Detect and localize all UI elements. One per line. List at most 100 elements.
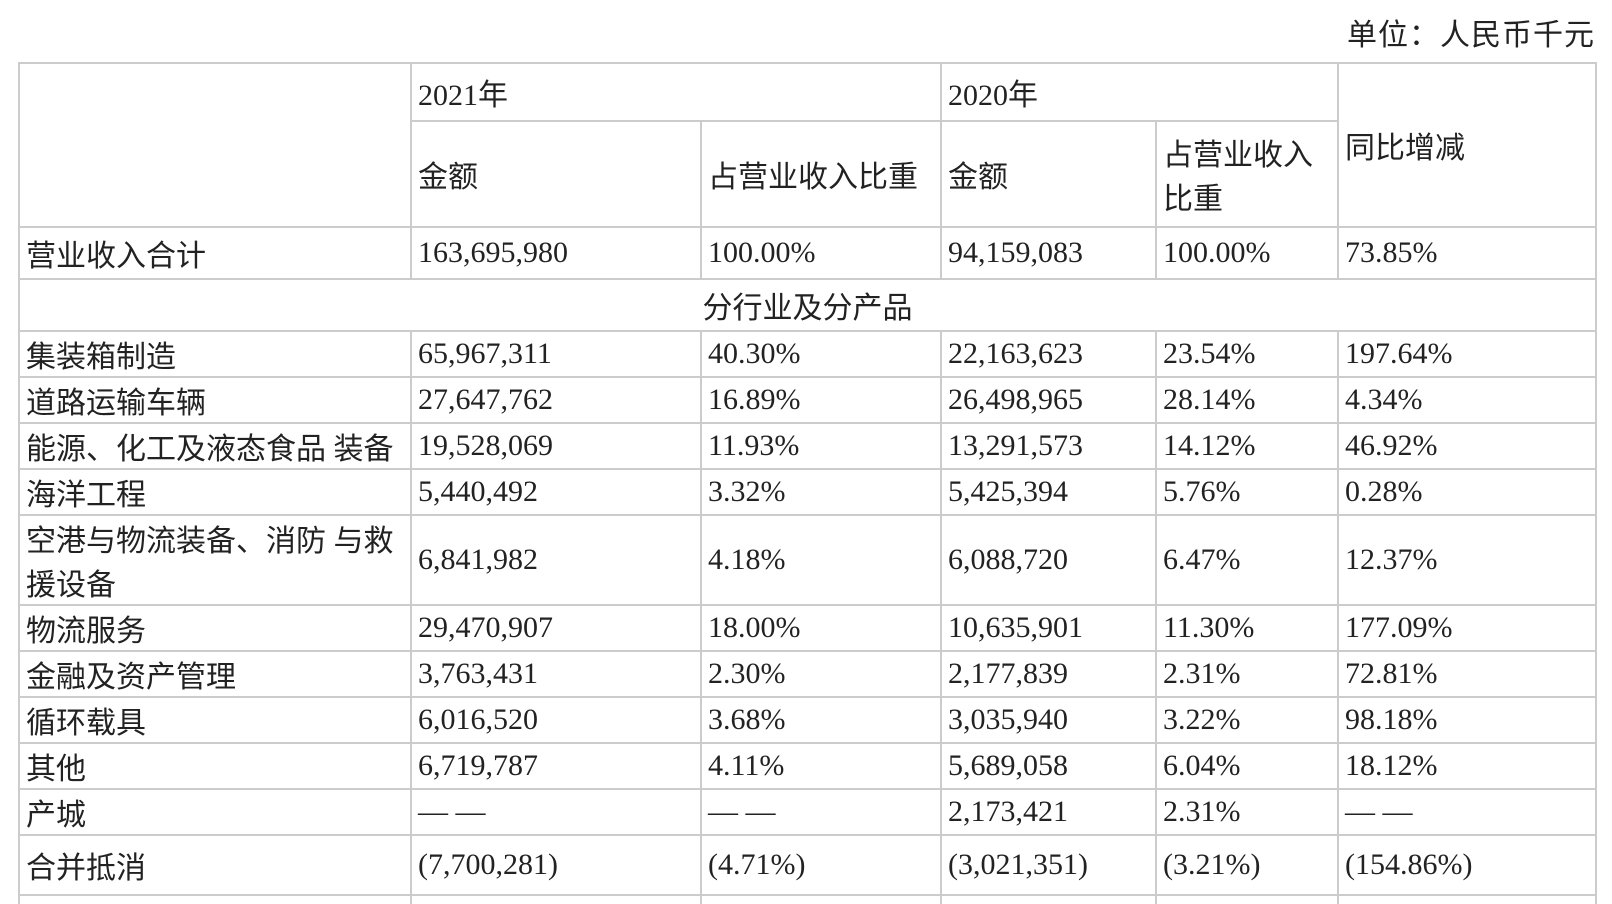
amount-2020: 26,498,965: [940, 376, 1157, 424]
ratio-2020: 23.54%: [1155, 330, 1339, 378]
ratio-2021: 2.30%: [700, 650, 942, 698]
empty-cell: [940, 894, 1157, 904]
industry-label: 其他: [18, 742, 412, 790]
table-row: 道路运输车辆 27,647,762 16.89% 26,498,965 28.1…: [18, 376, 1597, 424]
ratio-2020: (3.21%): [1155, 834, 1339, 896]
table-row: 能源、化工及液态食品 装备 19,528,069 11.93% 13,291,5…: [18, 422, 1597, 470]
yoy-change: 12.37%: [1337, 514, 1597, 606]
amount-2020: 3,035,940: [940, 696, 1157, 744]
empty-cell: [1337, 894, 1597, 904]
amount-2020-header: 金额: [940, 120, 1157, 228]
ratio-2020-header: 占营业收入 比重: [1155, 120, 1339, 228]
ratio-2021: (4.71%): [700, 834, 942, 896]
table-row: 其他 6,719,787 4.11% 5,689,058 6.04% 18.12…: [18, 742, 1597, 790]
revenue-by-segment-table: 2021年 2020年 同比增减 金额 占营业收入比重 金额 占营业收入 比重 …: [18, 62, 1597, 904]
yoy-header: 同比增减: [1337, 62, 1597, 228]
ratio-2020: 14.12%: [1155, 422, 1339, 470]
year-2020-header: 2020年: [940, 62, 1339, 122]
table-row: 集装箱制造 65,967,311 40.30% 22,163,623 23.54…: [18, 330, 1597, 378]
industry-label: 能源、化工及液态食品 装备: [18, 422, 412, 470]
industry-label: 产城: [18, 788, 412, 836]
ratio-2021: 16.89%: [700, 376, 942, 424]
table-row: 产城 — — — — 2,173,421 2.31% — —: [18, 788, 1597, 836]
amount-2021: 29,470,907: [410, 604, 702, 652]
yoy-change: 197.64%: [1337, 330, 1597, 378]
ratio-2020: 2.31%: [1155, 650, 1339, 698]
yoy-change: 46.92%: [1337, 422, 1597, 470]
industry-label: 营业收入合计: [18, 226, 412, 280]
clipped-bottom-row: [18, 894, 1597, 904]
ratio-2021: — —: [700, 788, 942, 836]
amount-2021-header: 金额: [410, 120, 702, 228]
amount-2020: 22,163,623: [940, 330, 1157, 378]
ratio-2020: 100.00%: [1155, 226, 1339, 280]
table-row: 金融及资产管理 3,763,431 2.30% 2,177,839 2.31% …: [18, 650, 1597, 698]
amount-2021: 6,841,982: [410, 514, 702, 606]
amount-2021: (7,700,281): [410, 834, 702, 896]
industry-label: 空港与物流装备、消防 与救援设备: [18, 514, 412, 606]
amount-2021: 163,695,980: [410, 226, 702, 280]
ratio-2020: 6.47%: [1155, 514, 1339, 606]
ratio-2021: 18.00%: [700, 604, 942, 652]
yoy-change: 73.85%: [1337, 226, 1597, 280]
yoy-change: 18.12%: [1337, 742, 1597, 790]
table-row: 空港与物流装备、消防 与救援设备 6,841,982 4.18% 6,088,7…: [18, 514, 1597, 606]
amount-2020: (3,021,351): [940, 834, 1157, 896]
amount-2020: 5,425,394: [940, 468, 1157, 516]
empty-cell: [700, 894, 942, 904]
section-header-row: 分行业及分产品: [18, 278, 1597, 332]
amount-2020: 6,088,720: [940, 514, 1157, 606]
yoy-change: 72.81%: [1337, 650, 1597, 698]
ratio-2020: 2.31%: [1155, 788, 1339, 836]
ratio-2021: 11.93%: [700, 422, 942, 470]
yoy-change: (154.86%): [1337, 834, 1597, 896]
table-row: 合并抵消 (7,700,281) (4.71%) (3,021,351) (3.…: [18, 834, 1597, 896]
ratio-2020: 28.14%: [1155, 376, 1339, 424]
amount-2020: 10,635,901: [940, 604, 1157, 652]
section-title: 分行业及分产品: [18, 278, 1597, 332]
amount-2021: 65,967,311: [410, 330, 702, 378]
amount-2021: 27,647,762: [410, 376, 702, 424]
table-row: 循环载具 6,016,520 3.68% 3,035,940 3.22% 98.…: [18, 696, 1597, 744]
yoy-change: 4.34%: [1337, 376, 1597, 424]
industry-label: 海洋工程: [18, 468, 412, 516]
empty-cell: [1155, 894, 1339, 904]
ratio-2020: 5.76%: [1155, 468, 1339, 516]
empty-cell: [18, 894, 412, 904]
amount-2021: — —: [410, 788, 702, 836]
ratio-2021: 40.30%: [700, 330, 942, 378]
amount-2020: 2,173,421: [940, 788, 1157, 836]
ratio-2021: 3.32%: [700, 468, 942, 516]
amount-2020: 2,177,839: [940, 650, 1157, 698]
table-row: 物流服务 29,470,907 18.00% 10,635,901 11.30%…: [18, 604, 1597, 652]
year-2021-header: 2021年: [410, 62, 942, 122]
yoy-change: 0.28%: [1337, 468, 1597, 516]
ratio-2021: 4.11%: [700, 742, 942, 790]
empty-cell: [410, 894, 702, 904]
table-row: 海洋工程 5,440,492 3.32% 5,425,394 5.76% 0.2…: [18, 468, 1597, 516]
amount-2020: 94,159,083: [940, 226, 1157, 280]
industry-label: 合并抵消: [18, 834, 412, 896]
ratio-2021-header: 占营业收入比重: [700, 120, 942, 228]
yoy-change: 98.18%: [1337, 696, 1597, 744]
ratio-2020: 11.30%: [1155, 604, 1339, 652]
amount-2020: 13,291,573: [940, 422, 1157, 470]
ratio-2021: 3.68%: [700, 696, 942, 744]
industry-label: 物流服务: [18, 604, 412, 652]
unit-label: 单位：人民币千元: [1347, 19, 1595, 52]
amount-2021: 6,016,520: [410, 696, 702, 744]
header-row-years: 2021年 2020年 同比增减: [18, 62, 1597, 228]
industry-label: 循环载具: [18, 696, 412, 744]
industry-label: 集装箱制造: [18, 330, 412, 378]
amount-2021: 6,719,787: [410, 742, 702, 790]
header-row-measures: 金额 占营业收入比重 金额 占营业收入 比重: [19, 120, 1596, 228]
ratio-2021: 4.18%: [700, 514, 942, 606]
amount-2021: 19,528,069: [410, 422, 702, 470]
ratio-2020: 3.22%: [1155, 696, 1339, 744]
ratio-2020: 6.04%: [1155, 742, 1339, 790]
amount-2020: 5,689,058: [940, 742, 1157, 790]
amount-2021: 3,763,431: [410, 650, 702, 698]
corner-empty-cell: [18, 62, 412, 228]
yoy-change: — —: [1337, 788, 1597, 836]
